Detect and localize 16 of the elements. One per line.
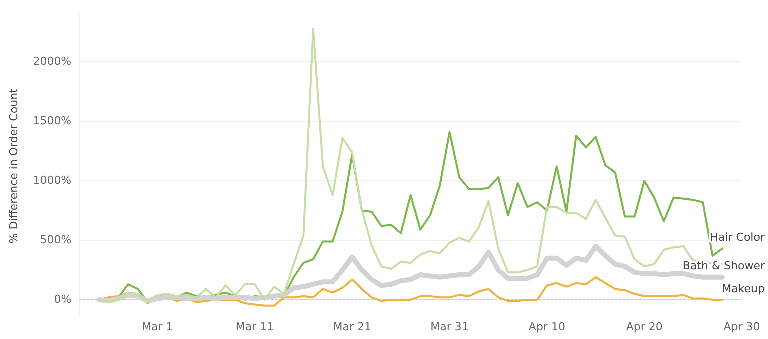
x-tick-label: Mar 11	[236, 320, 274, 334]
series-label: Bath & Shower	[682, 260, 766, 273]
x-tick-label: Mar 31	[430, 320, 469, 334]
series-label: Makeup	[722, 282, 766, 296]
x-tick-label: Mar 21	[333, 320, 372, 334]
y-tick-label: 1500%	[33, 114, 72, 128]
y-tick-label: 2000%	[33, 55, 72, 68]
x-tick-label: Mar 1	[142, 320, 174, 334]
x-tick-label: Apr 20	[626, 320, 663, 334]
x-tick-label: Apr 30	[724, 320, 760, 334]
x-tick-label: Apr 10	[528, 320, 566, 334]
series-label: Hair Color	[710, 231, 766, 244]
y-tick-label: 1000%	[33, 174, 72, 187]
y-tick-label: 0%	[54, 292, 72, 306]
y-tick-label: 500%	[40, 233, 72, 246]
y-axis-title: % Difference in Order Count	[7, 88, 20, 244]
